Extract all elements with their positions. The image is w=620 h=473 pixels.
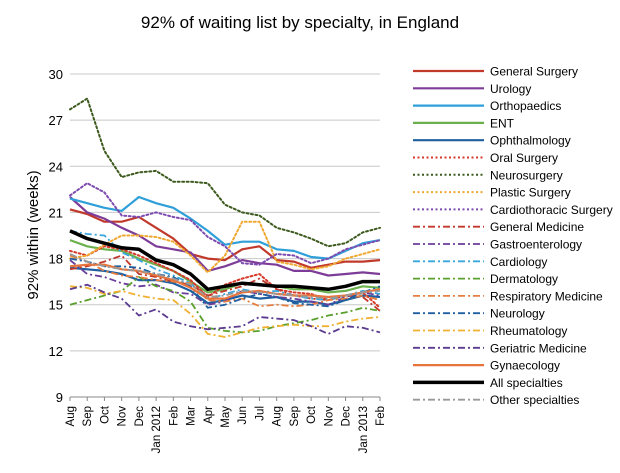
series-line [69, 276, 381, 334]
legend-label: Respiratory Medicine [490, 289, 603, 303]
series-line [69, 196, 381, 277]
legend-label: ENT [490, 116, 515, 130]
series-line [69, 283, 381, 335]
y-tick-label: 27 [49, 113, 63, 128]
series-line [69, 230, 381, 302]
series-line [69, 182, 381, 266]
x-tick-label: Sep [289, 406, 301, 426]
y-tick-label: 18 [49, 252, 63, 267]
series-lines [69, 97, 381, 338]
legend-label: Cardiology [490, 255, 547, 269]
x-tick-label: Apr [203, 406, 215, 424]
legend: General Surgery Urology Orthopaedics ENT Oph… [413, 65, 613, 407]
legend-label: Oral Surgery [490, 151, 558, 165]
x-axis-ticks: Aug Sep Oct Nov Dec Jan 2012 Feb Mar Apr May Jun Ju… [65, 397, 387, 453]
x-tick-label: Feb [168, 406, 180, 426]
x-tick-label: Sep [82, 406, 94, 426]
y-tick-label: 9 [56, 390, 63, 405]
series-line [69, 285, 381, 338]
legend-label: Orthopaedics [490, 99, 561, 113]
x-tick-label: Nov [323, 406, 335, 427]
x-tick-label: Oct [306, 405, 318, 424]
x-tick-label: Dec [341, 406, 353, 427]
x-tick-label: Nov [117, 406, 129, 427]
grid-lines [70, 73, 380, 398]
legend-label: Ophthalmology [490, 134, 571, 148]
series-line [69, 263, 381, 300]
series-line [69, 208, 381, 269]
x-tick-label: Feb [375, 406, 387, 426]
y-tick-label: 30 [49, 67, 63, 82]
series-line [69, 97, 381, 248]
legend-label: Gastroenterology [490, 238, 582, 252]
y-tick-label: 24 [49, 159, 63, 174]
x-tick-label: Jan 2013 [358, 406, 370, 453]
y-tick-label: 15 [49, 298, 63, 313]
series-line [69, 257, 381, 309]
legend-label: Geriatric Medicine [490, 341, 587, 355]
series-line [69, 254, 381, 308]
x-tick-label: Oct [99, 405, 111, 424]
legend-label: Rheumatology [490, 324, 567, 338]
y-tick-label: 12 [49, 344, 63, 359]
series-line [69, 220, 381, 274]
y-axis-label: 92% within (weeks) [25, 170, 42, 299]
legend-label: Neurology [490, 307, 545, 321]
legend-label: Urology [490, 82, 531, 96]
x-tick-label: Jan 2012 [151, 406, 163, 453]
legend-label: General Medicine [490, 220, 584, 234]
x-tick-label: Jun [237, 406, 249, 425]
y-tick-label: 21 [49, 205, 63, 220]
legend-label: Dermatology [490, 272, 558, 286]
x-tick-label: Aug [65, 406, 77, 426]
legend-label: Neurosurgery [490, 168, 563, 182]
legend-label: Cardiothoracic Surgery [490, 203, 613, 217]
legend-label: General Surgery [490, 65, 578, 79]
legend-label: Other specialties [490, 393, 579, 407]
chart-title: 92% of waiting list by specialty, in Eng… [141, 13, 459, 32]
legend-label: All specialties [490, 376, 563, 390]
x-tick-label: Dec [134, 406, 146, 427]
series-line [69, 229, 380, 292]
series-line [69, 239, 381, 294]
legend-label: Plastic Surgery [490, 186, 571, 200]
legend-label: Gynaecology [490, 359, 560, 373]
x-tick-label: May [220, 406, 232, 428]
y-axis-ticks: 9 12 15 18 21 24 27 30 [49, 67, 63, 405]
x-tick-label: Mar [186, 406, 198, 426]
x-tick-label: Jul [254, 406, 266, 421]
x-tick-label: Aug [272, 406, 284, 426]
series-line [69, 254, 381, 312]
